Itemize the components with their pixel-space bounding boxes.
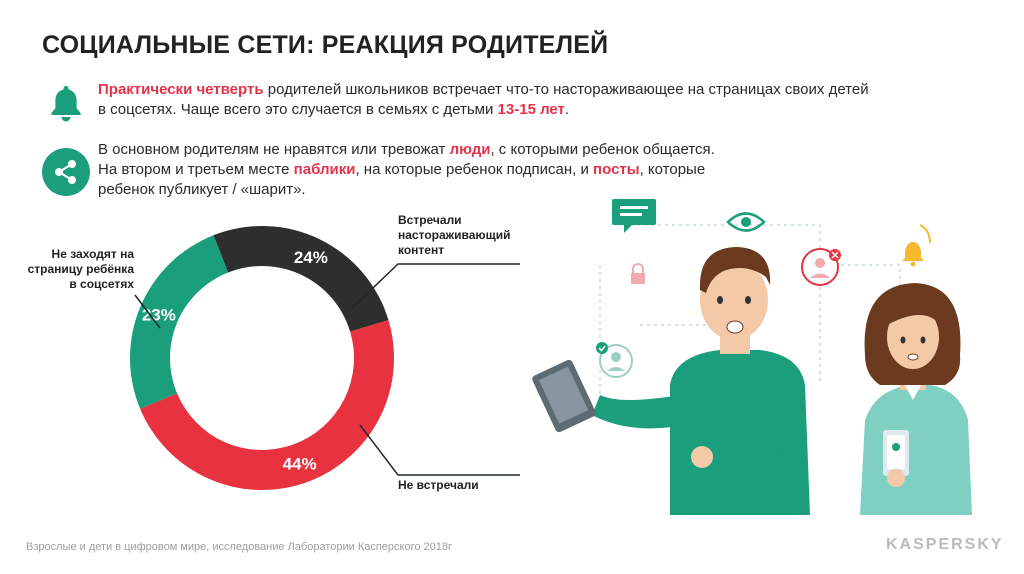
- woman-figure: [860, 283, 972, 515]
- bullet-text: Практически четверть родителей школьнико…: [98, 80, 869, 120]
- slice-value-label: 24%: [294, 248, 328, 267]
- highlight-quarter: Практически четверть: [98, 81, 264, 98]
- label-line: в соцсетях: [69, 277, 134, 291]
- text: , которые: [639, 161, 706, 178]
- label-line: Не заходят на: [51, 247, 134, 261]
- text: , на которые ребенок подписан, и: [355, 161, 594, 178]
- highlight-age: 13-15 лет: [497, 101, 565, 118]
- page-title: СОЦИАЛЬНЫЕ СЕТИ: РЕАКЦИЯ РОДИТЕЛЕЙ: [42, 31, 609, 59]
- label-line: контент: [398, 243, 445, 257]
- label-line: Не встречали: [398, 478, 479, 492]
- eye-icon: [726, 212, 766, 232]
- label-line: настораживающий: [398, 228, 511, 242]
- highlight-posts: посты: [593, 161, 640, 178]
- label-not-seen: Не встречали: [398, 478, 479, 493]
- text: в соцсетях. Чаще всего это случается в с…: [98, 101, 498, 118]
- label-seen: Встречали настораживающий контент: [398, 213, 511, 258]
- donut-slice: [140, 320, 395, 491]
- user-check-icon: [596, 342, 633, 378]
- leader-line: [351, 263, 520, 309]
- highlight-publics: паблики: [293, 161, 356, 178]
- slice-value-label: 23%: [142, 305, 176, 324]
- label-no-visit: Не заходят на страницу ребёнка в соцсетя…: [16, 247, 134, 292]
- text: , с которыми ребенок общается.: [490, 141, 715, 158]
- bullet-text: В основном родителям не нравятся или тре…: [98, 140, 715, 200]
- text: В основном родителям не нравятся или тре…: [98, 141, 450, 158]
- lock-icon: [631, 263, 645, 284]
- user-blocked-icon: [801, 248, 841, 286]
- text: На втором и третьем месте: [98, 161, 294, 178]
- bell-icon: [902, 224, 931, 267]
- man-figure: [532, 247, 810, 515]
- highlight-people: люди: [449, 141, 491, 158]
- donut-slice: [213, 226, 389, 332]
- chat-icon: [612, 199, 656, 233]
- kaspersky-logo: KASPERSKY: [886, 536, 1004, 553]
- label-line: страницу ребёнка: [27, 262, 134, 276]
- text: родителей школьников встречает что-то на…: [263, 81, 869, 98]
- bullet-parents-concerned: Практически четверть родителей школьнико…: [42, 78, 942, 128]
- parents-illustration: [532, 199, 972, 515]
- source-note: Взрослые и дети в цифровом мире, исследо…: [26, 541, 453, 553]
- leader-line: [134, 294, 161, 329]
- donut-chart: 24% 44% 23%: [130, 226, 520, 491]
- slice-value-label: 44%: [283, 454, 317, 473]
- bell-icon: [42, 80, 90, 128]
- share-icon: [42, 148, 90, 196]
- label-line: Встречали: [398, 213, 462, 227]
- bullet-concerns: В основном родителям не нравятся или тре…: [42, 140, 942, 204]
- leader-line: [359, 424, 520, 476]
- text: ребенок публикует / «шарит».: [98, 181, 306, 198]
- text: .: [564, 101, 570, 118]
- donut-slice: [130, 235, 229, 409]
